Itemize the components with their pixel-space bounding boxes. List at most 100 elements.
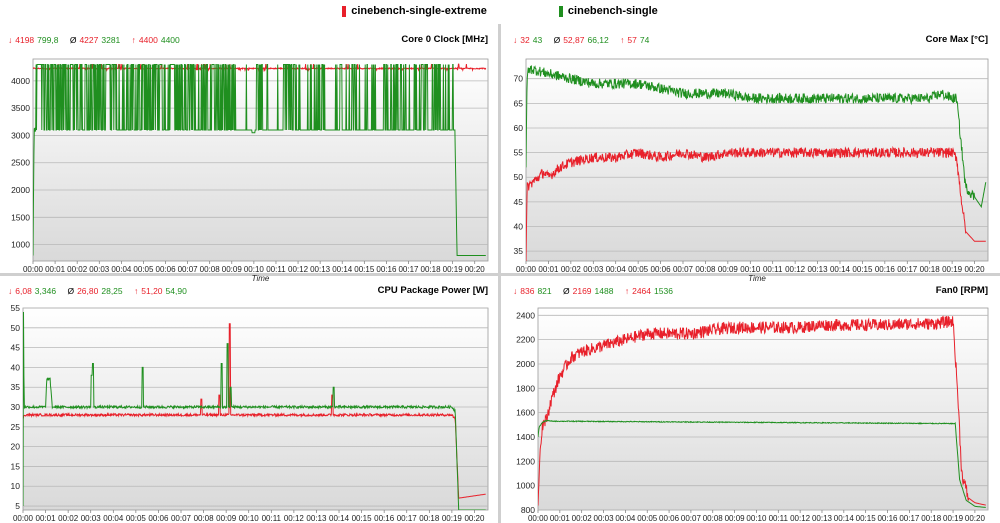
legend-label-green: cinebench-single xyxy=(567,5,658,17)
stat-max-red: 57 xyxy=(627,35,637,45)
x-tick-label: 00:19 xyxy=(443,265,464,274)
y-tick-label: 70 xyxy=(514,74,524,84)
chart-panel-core-max: ↓ 32 43 Ø 52,87 66,12 ↑ 57 74 Core Max [°C] 35… xyxy=(501,24,1000,283)
y-tick-label: 50 xyxy=(11,323,21,333)
chart-panel-fan: ↓ 836 821 Ø 2169 1488 ↑ 2464 1536 Fan0 [RPM] 8… xyxy=(501,276,1000,523)
x-tick-label: 00:08 xyxy=(194,514,215,523)
legend-swatch-green xyxy=(558,5,563,17)
x-tick-label: 00:11 xyxy=(769,514,789,523)
x-tick-label: 00:03 xyxy=(594,514,615,523)
y-tick-label: 2400 xyxy=(516,310,535,320)
x-tick-label: 00:12 xyxy=(785,265,806,274)
stat-max-red: 51,20 xyxy=(141,286,163,296)
stats-row: ↓ 4198 799,8 Ø 4227 3281 ↑ 4400 4400 xyxy=(8,35,180,45)
y-tick-label: 10 xyxy=(11,481,21,491)
x-tick-label: 00:04 xyxy=(111,265,132,274)
x-tick-label: 00:03 xyxy=(89,265,110,274)
x-tick-label: 00:16 xyxy=(376,265,397,274)
x-tick-label: 00:19 xyxy=(942,265,963,274)
x-tick-label: 00:18 xyxy=(419,514,440,523)
plot-area xyxy=(22,307,489,511)
chart-title: Fan0 [RPM] xyxy=(935,285,988,296)
x-tick-label: 00:00 xyxy=(13,514,34,523)
y-tick-label: 40 xyxy=(514,222,524,232)
y-tick-label: 25 xyxy=(11,422,21,432)
stat-max-green: 1536 xyxy=(654,286,673,296)
y-tick-label: 15 xyxy=(11,461,21,471)
y-tick-label: 1400 xyxy=(516,432,535,442)
x-tick-label: 00:09 xyxy=(222,265,243,274)
x-tick-label: 00:05 xyxy=(133,265,154,274)
y-tick-label: 50 xyxy=(514,172,524,182)
x-tick-label: 00:10 xyxy=(239,514,260,523)
x-tick-label: 00:09 xyxy=(216,514,237,523)
stat-max-green: 74 xyxy=(639,35,650,45)
series-line-single xyxy=(526,65,987,209)
x-tick-label: 00:04 xyxy=(103,514,124,523)
stat-avg-red: 4227 xyxy=(79,35,99,45)
series-line-extreme xyxy=(23,323,486,499)
legend-swatch-red xyxy=(342,5,347,17)
x-tick-label: 00:20 xyxy=(965,265,986,274)
x-tick-label: 00:00 xyxy=(516,265,537,274)
stats-row: ↓ 32 43 Ø 52,87 66,12 ↑ 57 74 xyxy=(513,35,650,45)
x-tick-label: 00:11 xyxy=(763,265,783,274)
x-tick-label: 00:18 xyxy=(921,514,942,523)
x-tick-label: 00:13 xyxy=(812,514,833,523)
x-tick-label: 00:13 xyxy=(808,265,829,274)
chart-panel-cpu-power: ↓ 6,08 3,346 Ø 26,80 28,25 ↑ 51,20 54,90 CPU P… xyxy=(0,276,498,523)
chart-title: Core 0 Clock [MHz] xyxy=(401,34,488,45)
stat-min-red: 836 xyxy=(520,286,535,296)
stat-min-green: 3,346 xyxy=(34,286,57,296)
y-tick-label: 800 xyxy=(521,505,535,515)
stat-avg-red: 52,87 xyxy=(563,35,585,45)
x-tick-label: 00:15 xyxy=(354,265,375,274)
x-tick-label: 00:08 xyxy=(200,265,221,274)
y-tick-label: 30 xyxy=(11,402,21,412)
x-axis-label: Time xyxy=(252,274,270,283)
plot-area xyxy=(525,58,989,262)
x-tick-label: 00:05 xyxy=(628,265,649,274)
x-tick-label: 00:03 xyxy=(583,265,604,274)
x-tick-label: 00:12 xyxy=(790,514,811,523)
stat-max-green: 4400 xyxy=(160,35,180,45)
x-tick-label: 00:20 xyxy=(965,514,986,523)
x-tick-label: 00:02 xyxy=(58,514,79,523)
x-tick-label: 00:01 xyxy=(45,265,66,274)
chart-title: CPU Package Power [W] xyxy=(377,285,488,296)
x-tick-label: 00:03 xyxy=(81,514,102,523)
series-line-extreme xyxy=(538,315,986,506)
stat-min-green: 821 xyxy=(537,286,552,296)
x-tick-label: 00:12 xyxy=(288,265,309,274)
x-tick-label: 00:14 xyxy=(834,514,855,523)
legend-item-green[interactable]: cinebench-single xyxy=(558,5,658,17)
x-tick-label: 00:02 xyxy=(572,514,593,523)
stat-min-green: 43 xyxy=(532,35,543,45)
stats-row: ↓ 6,08 3,346 Ø 26,80 28,25 ↑ 51,20 54,90 xyxy=(8,286,187,296)
x-tick-label: 00:07 xyxy=(171,514,192,523)
y-tick-label: 45 xyxy=(514,197,524,207)
x-tick-label: 00:05 xyxy=(126,514,147,523)
legend-label-red: cinebench-single-extreme xyxy=(351,5,487,17)
x-tick-label: 00:14 xyxy=(329,514,350,523)
x-tick-label: 00:07 xyxy=(673,265,694,274)
y-tick-label: 20 xyxy=(11,442,21,452)
x-tick-label: 00:06 xyxy=(659,514,680,523)
stat-avg-green: 3281 xyxy=(101,35,121,45)
x-tick-label: 00:16 xyxy=(877,514,898,523)
y-tick-label: 1600 xyxy=(516,408,535,418)
y-tick-label: 45 xyxy=(11,343,21,353)
y-tick-label: 65 xyxy=(514,98,524,108)
x-tick-label: 00:09 xyxy=(718,265,739,274)
x-tick-label: 00:12 xyxy=(284,514,305,523)
y-tick-label: 1500 xyxy=(11,212,30,222)
y-tick-label: 4000 xyxy=(11,76,30,86)
stat-min-red: 6,08 xyxy=(15,286,32,296)
legend-item-red[interactable]: cinebench-single-extreme xyxy=(342,5,487,17)
stat-avg-green: 28,25 xyxy=(101,286,123,296)
x-axis-label: Time xyxy=(748,274,766,283)
legend: cinebench-single-extreme cinebench-singl… xyxy=(0,0,1000,22)
x-tick-label: 00:10 xyxy=(740,265,761,274)
